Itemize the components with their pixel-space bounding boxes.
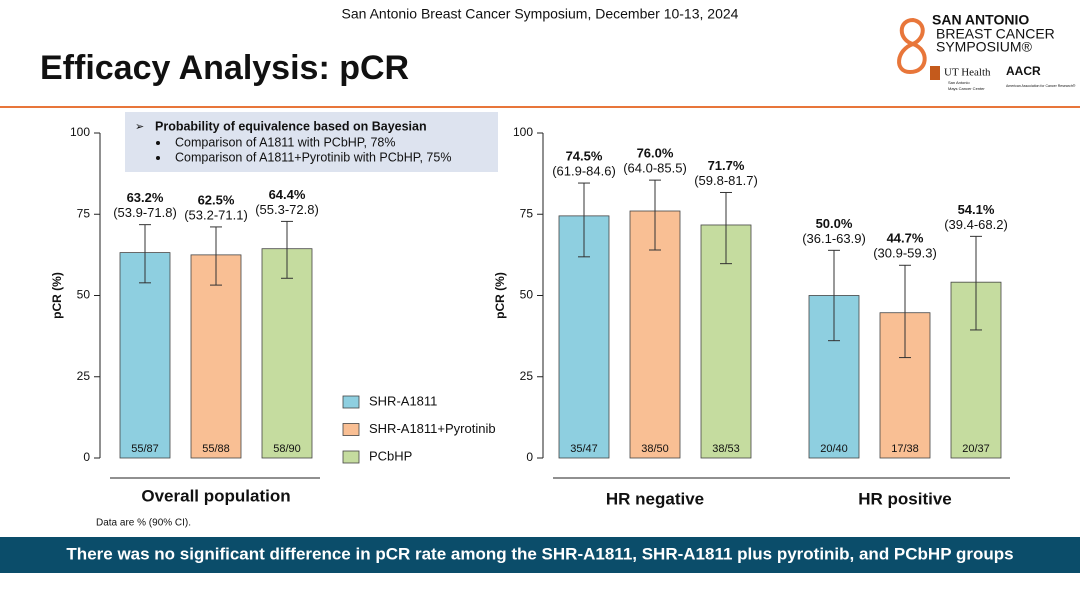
y-tick-label: 50 bbox=[77, 288, 91, 302]
x-category-label: Overall population bbox=[141, 486, 290, 505]
ci-label: (59.8-81.7) bbox=[694, 173, 758, 188]
logo-text: BREAST CANCER bbox=[936, 26, 1055, 42]
legend-swatch bbox=[342, 423, 360, 436]
slide-title: Efficacy Analysis: pCR bbox=[40, 49, 409, 87]
y-tick-label: 50 bbox=[520, 288, 534, 302]
logo-text: Mays Cancer Center bbox=[948, 86, 985, 91]
annotation-item: Comparison of A1811+Pyrotinib with PCbHP… bbox=[175, 150, 451, 164]
logo: SAN ANTONIO BREAST CANCER SYMPOSIUM® UT … bbox=[897, 12, 1076, 91]
annotation-item: Comparison of A1811 with PCbHP, 78% bbox=[175, 135, 396, 149]
value-label: 63.2% bbox=[127, 190, 164, 205]
n-label: 35/47 bbox=[570, 443, 598, 455]
y-axis-label: pCR (%) bbox=[50, 272, 64, 319]
value-label: 74.5% bbox=[566, 148, 603, 163]
legend-label: PCbHP bbox=[369, 448, 412, 463]
ci-label: (39.4-68.2) bbox=[944, 217, 1008, 232]
ci-label: (36.1-63.9) bbox=[802, 231, 866, 246]
logo-text: AACR bbox=[1006, 64, 1041, 78]
y-axis-label: pCR (%) bbox=[493, 272, 507, 319]
ci-label: (64.0-85.5) bbox=[623, 161, 687, 176]
legend-swatch bbox=[342, 395, 360, 409]
value-label: 62.5% bbox=[198, 192, 235, 207]
n-label: 55/87 bbox=[131, 443, 159, 455]
value-label: 54.1% bbox=[958, 202, 995, 217]
ci-label: (55.3-72.8) bbox=[255, 202, 319, 217]
y-tick-label: 75 bbox=[77, 206, 91, 220]
n-label: 20/40 bbox=[820, 443, 848, 455]
y-tick-label: 100 bbox=[513, 125, 533, 139]
banner-text: There was no significant difference in p… bbox=[66, 544, 1013, 563]
value-label: 44.7% bbox=[887, 231, 924, 246]
value-label: 71.7% bbox=[708, 158, 745, 173]
bar bbox=[190, 254, 242, 459]
x-category-label: HR negative bbox=[606, 489, 704, 508]
logo-text: SYMPOSIUM® bbox=[936, 39, 1033, 55]
bar bbox=[261, 248, 313, 459]
conference: San Antonio Breast Cancer Symposium, Dec… bbox=[342, 6, 739, 22]
bullet bbox=[156, 156, 160, 160]
legend-label: SHR-A1811+Pyrotinib bbox=[369, 421, 496, 436]
footnote: Data are % (90% CI). bbox=[96, 518, 191, 529]
ci-label: (53.2-71.1) bbox=[184, 207, 248, 222]
y-tick-label: 75 bbox=[520, 206, 534, 220]
logo-text: American Association for Cancer Research… bbox=[1006, 84, 1076, 88]
n-label: 55/88 bbox=[202, 443, 230, 455]
x-category-label: HR positive bbox=[858, 489, 952, 508]
ci-label: (53.9-71.8) bbox=[113, 205, 177, 220]
legend-swatch bbox=[342, 450, 360, 464]
bar bbox=[119, 252, 171, 459]
n-label: 17/38 bbox=[891, 443, 919, 455]
ci-label: (30.9-59.3) bbox=[873, 246, 937, 261]
logo-text: UT Health bbox=[944, 67, 991, 79]
annotation-title: Probability of equivalence based on Baye… bbox=[155, 119, 427, 133]
logo-mark bbox=[897, 17, 927, 75]
logo-text: San Antonio bbox=[948, 80, 970, 85]
banner bbox=[0, 537, 1080, 573]
value-label: 64.4% bbox=[269, 187, 306, 202]
bullet bbox=[156, 141, 160, 145]
n-label: 20/37 bbox=[962, 443, 990, 455]
annotation-arrow: ➢ bbox=[135, 121, 144, 133]
y-tick-label: 25 bbox=[77, 369, 91, 383]
legend-label: SHR-A1811 bbox=[369, 393, 437, 408]
annotation-box bbox=[125, 112, 498, 172]
n-label: 38/50 bbox=[641, 443, 669, 455]
bar bbox=[629, 210, 681, 459]
ut-icon bbox=[930, 66, 940, 80]
y-tick-label: 25 bbox=[520, 369, 534, 383]
n-label: 58/90 bbox=[273, 443, 301, 455]
y-tick-label: 0 bbox=[83, 450, 90, 464]
logo-text: SAN ANTONIO bbox=[932, 12, 1029, 28]
y-tick-label: 100 bbox=[70, 125, 90, 139]
y-tick-label: 0 bbox=[526, 450, 533, 464]
ci-label: (61.9-84.6) bbox=[552, 163, 616, 178]
value-label: 50.0% bbox=[816, 216, 853, 231]
value-label: 76.0% bbox=[637, 146, 674, 161]
n-label: 38/53 bbox=[712, 443, 740, 455]
